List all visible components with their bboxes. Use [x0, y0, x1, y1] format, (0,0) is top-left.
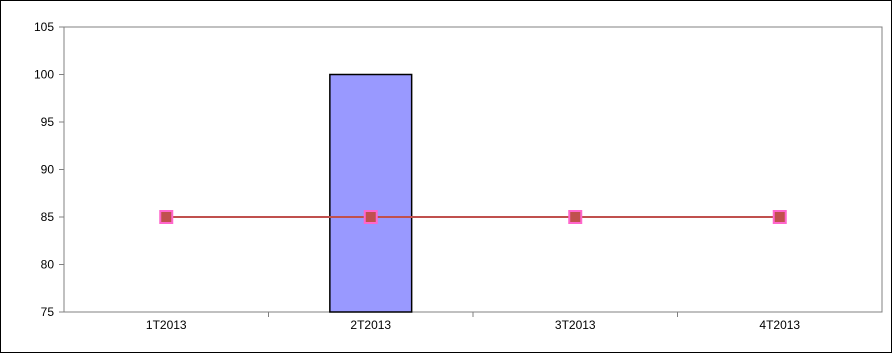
- plot-frame: [63, 26, 883, 313]
- y-tick-label: 105: [34, 20, 54, 34]
- y-tick-label: 90: [41, 163, 55, 177]
- line-marker: [772, 210, 787, 224]
- line-marker: [568, 210, 583, 224]
- x-tick-label: 2T2013: [350, 318, 391, 332]
- y-tick-label: 95: [41, 115, 55, 129]
- x-tick-label: 4T2013: [759, 318, 800, 332]
- x-tick-label: 3T2013: [555, 318, 596, 332]
- x-tick-label: 1T2013: [146, 318, 187, 332]
- bar: [329, 73, 413, 313]
- y-tick-label: 100: [34, 68, 54, 82]
- line-marker: [363, 210, 378, 224]
- y-tick-label: 75: [41, 305, 55, 319]
- plot-area: 75 80 85 90 95 100 105 1T2013 2T2013 3T2013 4T2013: [34, 20, 883, 332]
- y-tick-label: 80: [41, 258, 55, 272]
- y-tick-label: 85: [41, 210, 55, 224]
- line-marker: [159, 210, 174, 224]
